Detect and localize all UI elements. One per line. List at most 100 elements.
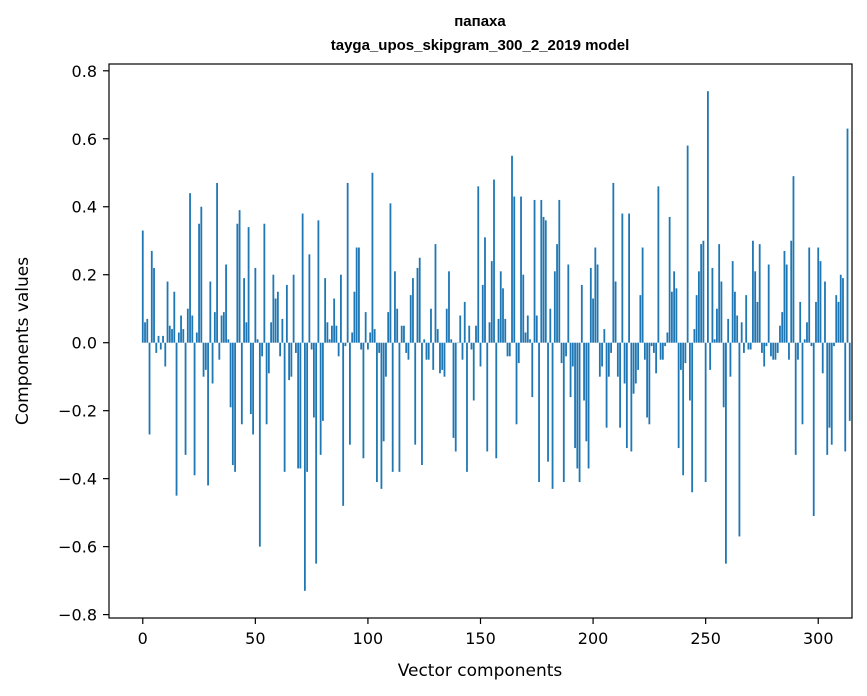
bar-145: [468, 325, 471, 343]
bar-40: [231, 342, 234, 466]
bar-20: [186, 308, 189, 343]
bar-173: [531, 342, 534, 398]
bar-245: [693, 329, 696, 343]
bar-210: [614, 281, 617, 343]
bar-38: [227, 339, 230, 343]
bar-149: [477, 186, 480, 343]
bar-175: [535, 315, 538, 343]
bar-233: [666, 332, 669, 343]
bar-99: [364, 312, 367, 343]
bar-47: [247, 227, 250, 343]
bar-225: [648, 342, 651, 425]
bar-211: [616, 342, 619, 377]
bar-30: [209, 281, 212, 343]
bar-283: [779, 325, 781, 343]
bar-26: [200, 206, 203, 343]
bar-121: [414, 342, 417, 445]
bar-182: [551, 342, 554, 489]
bar-266: [740, 322, 743, 343]
bar-80: [321, 342, 324, 421]
bar-282: [776, 342, 779, 353]
bar-132: [439, 342, 441, 374]
bar-174: [533, 199, 536, 343]
bar-16: [177, 332, 180, 343]
bar-228: [655, 342, 658, 374]
bar-223: [643, 342, 646, 360]
bar-50: [254, 267, 257, 343]
bar-61: [279, 342, 282, 357]
y-tick-label: 0.4: [72, 198, 97, 217]
bar-32: [213, 312, 216, 343]
bar-103: [373, 329, 376, 343]
bar-24: [195, 332, 198, 343]
bar-52: [258, 342, 261, 547]
bar-156: [493, 179, 495, 343]
bar-157: [495, 342, 498, 459]
y-tick-label: −0.4: [58, 470, 97, 489]
bar-205: [603, 329, 606, 343]
bar-293: [801, 342, 804, 425]
bar-2: [146, 318, 149, 343]
x-tick-label: 200: [578, 629, 609, 648]
bar-271: [752, 240, 754, 343]
bar-190: [569, 342, 572, 398]
bar-127: [427, 342, 430, 360]
bar-130: [434, 244, 437, 343]
bar-273: [756, 301, 759, 343]
bar-254: [713, 339, 716, 343]
bar-220: [637, 342, 640, 370]
bar-43: [238, 210, 241, 343]
bar-257: [720, 281, 723, 343]
bar-114: [398, 342, 401, 472]
bar-66: [290, 342, 293, 377]
bar-8: [159, 342, 162, 350]
bar-221: [639, 295, 642, 343]
bar-148: [475, 325, 477, 343]
bar-192: [574, 342, 576, 449]
bar-185: [558, 199, 561, 343]
bar-267: [743, 342, 745, 353]
y-axis-label: Components values: [13, 257, 33, 425]
y-axis-ticks: 0.8 0.6 0.4 0.2 0.0 −0.2 −0.4 −0.6 −0.8: [58, 62, 109, 625]
bar-294: [803, 339, 806, 343]
bar-208: [610, 342, 612, 353]
bar-142: [461, 342, 464, 360]
bar-199: [589, 267, 592, 343]
bar-118: [407, 342, 410, 360]
bar-248: [700, 244, 703, 343]
bar-14: [173, 291, 176, 343]
bar-101: [369, 332, 372, 343]
x-axis-ticks: 0 50 100 150 200 250 300: [138, 618, 834, 648]
bar-300: [817, 247, 820, 343]
bar-45: [243, 278, 245, 343]
bar-288: [790, 240, 793, 343]
bar-306: [830, 342, 833, 445]
bar-253: [711, 267, 714, 343]
bar-179: [544, 220, 547, 343]
bar-242: [686, 145, 689, 343]
bar-219: [634, 342, 637, 384]
bar-275: [761, 342, 763, 353]
y-tick-label: −0.8: [58, 606, 97, 625]
bar-10: [164, 342, 167, 367]
bar-255: [716, 308, 718, 343]
bar-301: [819, 261, 822, 343]
bar-35: [220, 315, 223, 343]
bar-102: [371, 172, 374, 343]
x-tick-label: 150: [465, 629, 496, 648]
bar-86: [335, 325, 338, 343]
bar-143: [463, 301, 466, 343]
bar-53: [261, 342, 263, 357]
x-tick-label: 0: [138, 629, 148, 648]
bar-131: [436, 329, 439, 343]
bar-36: [222, 312, 225, 343]
bar-122: [416, 267, 419, 343]
bar-237: [675, 288, 678, 343]
bar-226: [650, 342, 653, 347]
bar-234: [668, 216, 671, 343]
bar-78: [317, 220, 320, 343]
bar-167: [517, 342, 520, 364]
bar-41: [234, 342, 236, 472]
bar-56: [267, 342, 270, 374]
bar-17: [180, 315, 182, 343]
